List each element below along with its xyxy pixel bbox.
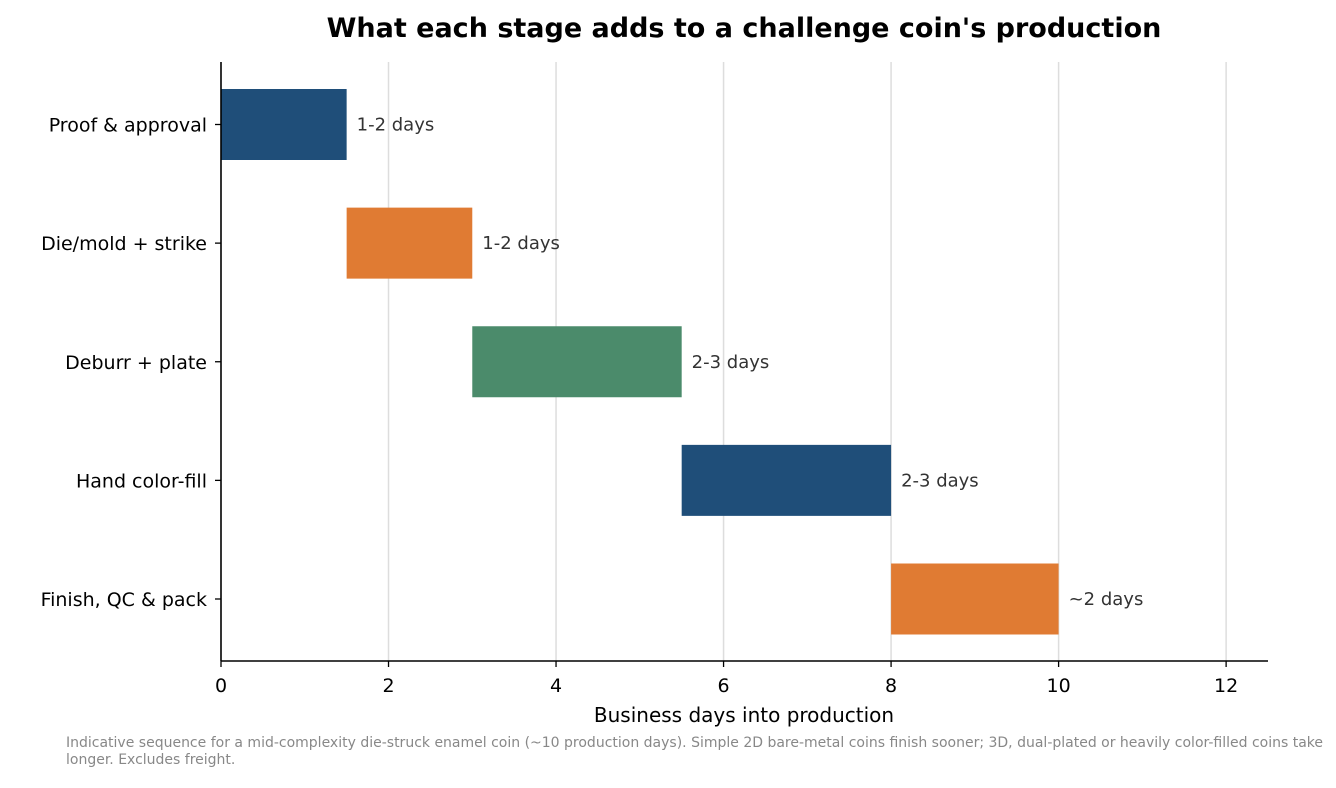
x-tick-label: 4: [550, 675, 562, 697]
x-tick-label: 8: [885, 675, 897, 697]
grid-lines: [387, 62, 1227, 661]
x-tick-label: 0: [215, 675, 227, 697]
y-tick-label: Proof & approval: [49, 115, 207, 137]
bar: [221, 89, 347, 160]
y-tick-label: Finish, QC & pack: [41, 589, 207, 611]
y-tick-label: Hand color-fill: [76, 470, 207, 492]
bars: [221, 89, 1059, 635]
x-tick-label: 2: [382, 675, 394, 697]
bar-label: 2-3 days: [692, 352, 770, 373]
bar: [681, 444, 892, 516]
bar: [472, 326, 682, 398]
bar-label: 2-3 days: [901, 470, 979, 491]
x-tick-label: 12: [1214, 675, 1238, 697]
y-tick-label: Deburr + plate: [65, 352, 207, 374]
y-ticks: Proof & approval Die/mold + strike Deburr …: [41, 115, 221, 611]
bar-label: ~2 days: [1069, 589, 1144, 610]
bar-labels: 1-2 days 1-2 days 2-3 days 2-3 days ~2 days: [357, 115, 1144, 611]
bar: [891, 563, 1059, 635]
x-tick-label: 6: [718, 675, 730, 697]
footnote: Indicative sequence for a mid-complexity…: [66, 735, 1324, 768]
x-axis-label: Business days into production: [594, 703, 894, 727]
x-ticks: 0 2 4 6 8 10 12: [215, 661, 1238, 697]
bar: [346, 207, 473, 279]
chart-title: What each stage adds to a challenge coin…: [327, 13, 1162, 44]
bar-label: 1-2 days: [357, 115, 435, 136]
y-tick-label: Die/mold + strike: [41, 233, 207, 255]
x-tick-label: 10: [1047, 675, 1071, 697]
bar-label: 1-2 days: [482, 233, 560, 254]
